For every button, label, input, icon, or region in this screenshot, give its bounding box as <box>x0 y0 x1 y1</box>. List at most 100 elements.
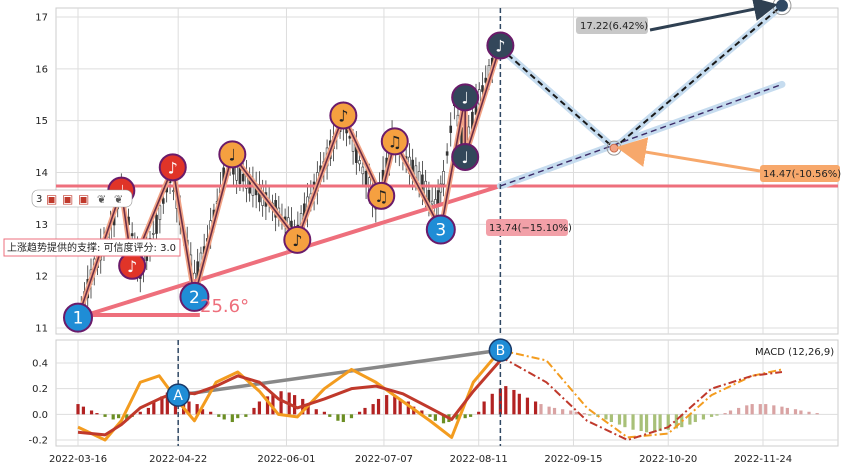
candle-body <box>151 233 155 235</box>
wave-note-marker <box>329 101 358 130</box>
price-y-tick-label: 14 <box>35 168 48 179</box>
macd-histogram-bar <box>385 395 389 415</box>
candle-body <box>439 183 443 193</box>
macd-histogram-bar <box>81 406 86 415</box>
macd-histogram-bar <box>111 414 115 420</box>
target-high-label-text: 17.22(6.42%) <box>580 21 648 32</box>
macd-histogram-bar <box>512 389 516 415</box>
macd-line <box>77 359 502 437</box>
candle-body <box>364 170 368 187</box>
macd-histogram-bar <box>617 414 622 425</box>
signal-line <box>77 349 502 442</box>
macd-histogram-bar <box>653 414 657 433</box>
price-y-tick-label: 12 <box>35 272 48 283</box>
macd-marker-b <box>488 338 513 362</box>
candle-body <box>449 125 453 133</box>
macd-histogram-bar <box>561 409 565 415</box>
candle-body <box>358 160 361 165</box>
macd-histogram-bar <box>336 414 340 421</box>
candle-body <box>348 135 352 139</box>
wave-note-label: ♪ <box>338 106 348 125</box>
macd-histogram-bar <box>737 407 741 415</box>
macd-histogram-bar <box>376 398 381 415</box>
macd-histogram-bar <box>138 411 142 415</box>
macd-histogram-bar <box>349 414 354 419</box>
macd-marker-a <box>166 383 190 407</box>
support-label: 13.74(−15.10%) <box>486 219 572 236</box>
macd-histogram-bar <box>498 388 502 415</box>
target-dot <box>775 0 788 12</box>
macd-histogram-bar <box>95 413 99 415</box>
macd-histogram-bar <box>525 397 530 415</box>
candle-body <box>361 166 365 175</box>
macd-histogram-bar <box>517 393 521 415</box>
macd-histogram-bar <box>701 414 706 420</box>
macd-histogram-bar <box>146 407 150 415</box>
macd-histogram-bar <box>265 396 270 415</box>
x-tick-label: 2022-10-20 <box>639 454 697 465</box>
target-low-arrow <box>616 137 761 173</box>
wave-note-marker <box>380 127 409 156</box>
projection-mid-dot <box>609 143 619 153</box>
trend-support-box: 上涨趋势提供的支撑: 可信度评分: 3.0 <box>3 238 181 257</box>
price-y-tick-label: 15 <box>35 116 48 127</box>
macd-histogram-bar <box>639 414 643 432</box>
x-tick-label: 2022-04-22 <box>149 454 207 465</box>
macd-histogram-bar <box>482 401 486 415</box>
macd-histogram-bar <box>604 414 608 420</box>
macd-histogram-bar <box>477 411 481 415</box>
macd-histogram-bar <box>257 401 262 415</box>
macd-histogram-bar <box>723 413 727 415</box>
trend-support-text: 上涨趋势提供的支撑: 可信度评分: 3.0 <box>7 241 176 254</box>
macd-histogram-bar <box>222 414 226 420</box>
wave-note-label: ♫ <box>388 132 402 151</box>
candle-body <box>442 170 445 185</box>
wave-note-marker <box>218 140 247 169</box>
macd-histogram-bar <box>780 406 784 415</box>
macd-histogram-bar <box>785 407 789 415</box>
macd-histogram-bar <box>420 410 424 415</box>
legend-icon-3: ▣ <box>78 192 89 206</box>
legend-icon-5: ❦ <box>114 193 123 206</box>
candle-body <box>158 205 162 220</box>
macd-histogram-bar <box>582 413 586 415</box>
candle-body <box>130 233 134 237</box>
macd-histogram-bar <box>588 414 592 416</box>
macd-histogram-bar <box>623 414 627 428</box>
macd-histogram-bar <box>406 401 410 415</box>
macd-histogram-bar <box>758 404 762 415</box>
wave-note-label: ♪ <box>495 37 505 56</box>
signal-projection <box>500 349 783 439</box>
macd-histogram-bar <box>165 392 169 415</box>
macd-histogram-bar <box>306 404 310 415</box>
price-y-tick-label: 13 <box>35 220 48 231</box>
target-low-label: 14.47(-10.56%) <box>760 165 841 182</box>
macd-y-axis: -0.2 0.0 0.2 0.4 <box>28 359 48 447</box>
x-tick-label: 2022-08-11 <box>450 454 508 465</box>
macd-marker-b-label: B <box>496 343 506 359</box>
divergence-line <box>177 348 501 397</box>
macd-histogram-bar <box>533 401 538 415</box>
macd-histogram-bar <box>103 414 107 417</box>
support-label-text: 13.74(−15.10%) <box>489 223 572 234</box>
macd-histogram-bar <box>252 407 256 415</box>
macd-histogram-bar <box>764 404 768 415</box>
macd-histogram-bar <box>117 414 121 419</box>
x-tick-label: 2022-06-01 <box>257 454 315 465</box>
legend-icon-0: 3 <box>36 194 42 205</box>
wave-number-label: 3 <box>435 221 446 241</box>
legend-icons: 3 ▣ ▣ ▣ ❦ ❦ <box>31 189 133 208</box>
wave-note-label: ♪ <box>127 257 137 276</box>
wave-note-label: ♩ <box>461 148 469 167</box>
wave-note-label: ♩ <box>229 145 237 164</box>
price-layer: 123♩♪♪♩♪♪♫♫♩♩♪ <box>56 0 838 334</box>
macd-histogram-bar <box>328 414 332 417</box>
macd-histogram-bar <box>569 410 573 415</box>
macd-histogram-bar <box>772 405 776 415</box>
macd-histogram-bar <box>217 414 221 417</box>
macd-marker-a-label: A <box>173 388 183 404</box>
wave-note-label: ♪ <box>292 231 302 250</box>
macd-histogram-bar <box>152 401 156 415</box>
target-high-label: 17.22(6.42%) <box>576 17 648 34</box>
